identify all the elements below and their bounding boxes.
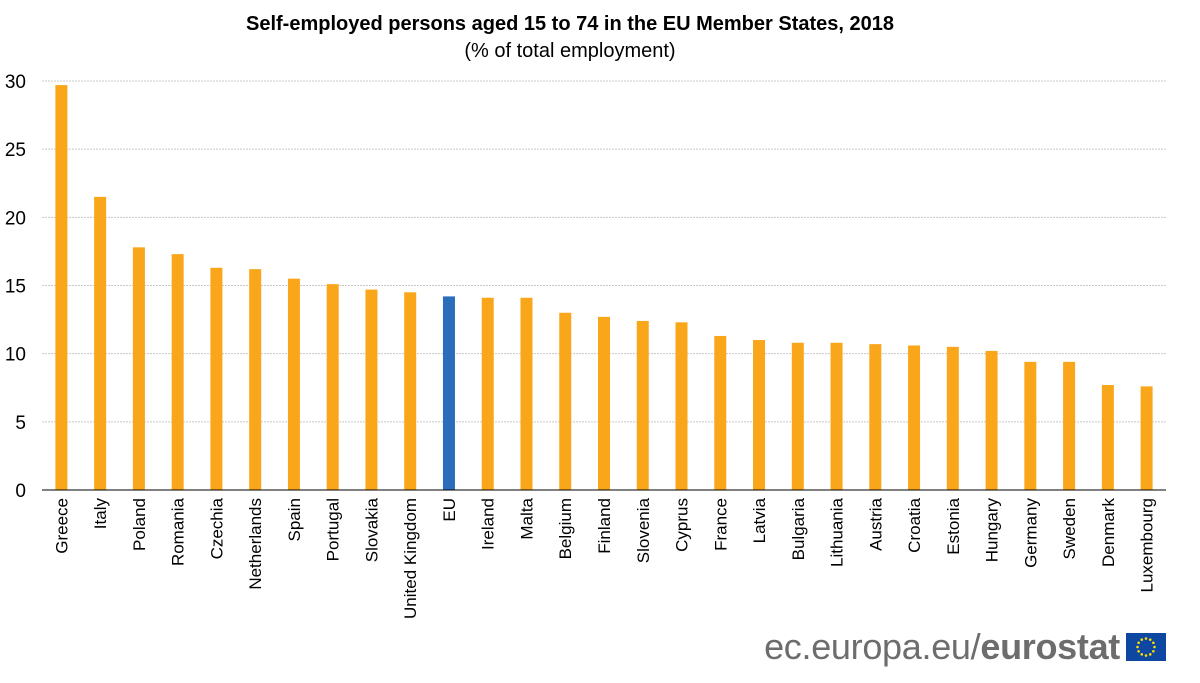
bar-hungary [985,350,998,490]
bar-estonia [946,346,959,490]
x-tick-label: Denmark [1099,498,1118,567]
logo-site: ec.europa.eu/ [764,626,981,667]
bar-netherlands [249,269,262,490]
flag-star-icon [1148,653,1152,656]
y-tick-label: 25 [5,140,26,161]
x-tick-label: Croatia [905,497,924,552]
x-tick-label: Romania [169,497,188,566]
x-tick-label: Slovenia [634,497,653,563]
x-tick-label: Luxembourg [1138,498,1157,593]
bar-malta [520,297,533,490]
bar-slovakia [365,289,378,490]
x-tick-label: Sweden [1060,498,1079,559]
x-tick-label: Belgium [556,498,575,559]
bar-belgium [559,312,572,490]
bar-poland [132,247,145,490]
bar-croatia [908,345,921,490]
flag-star-icon [1152,641,1155,645]
bar-bulgaria [791,342,804,490]
x-tick-label: Slovakia [362,497,381,562]
x-tick-label: Bulgaria [789,497,808,560]
bar-eu [442,296,455,490]
flag-star-icon [1136,645,1139,649]
flag-star-icon [1148,638,1152,641]
bar-austria [869,344,882,490]
x-tick-label: Czechia [207,497,226,559]
bar-germany [1024,361,1037,490]
bar-sweden [1063,361,1076,490]
chart-title: Self-employed persons aged 15 to 74 in t… [246,13,894,35]
eu-flag-icon [1126,633,1166,661]
y-tick-label: 0 [15,481,26,502]
flag-star-icon [1144,637,1148,640]
y-tick-label: 5 [15,413,26,434]
y-tick-label: 20 [5,208,26,229]
bar-lithuania [830,342,843,490]
bar-spain [287,278,300,490]
bar-portugal [326,284,339,490]
x-tick-label: Finland [595,498,614,554]
bar-slovenia [636,320,649,490]
eurostat-logo[interactable]: ec.europa.eu/eurostat [764,626,1166,668]
x-tick-label: Ireland [479,498,498,550]
flag-star-icon [1140,638,1144,641]
bar-luxembourg [1140,386,1153,490]
bar-czechia [210,267,223,490]
x-tick-label: France [711,498,730,551]
x-tick-label: Austria [866,497,885,550]
x-tick-label: Cyprus [673,498,692,552]
y-tick-label: 30 [5,72,26,93]
x-tick-label: Greece [52,498,71,554]
bar-ireland [481,297,494,490]
x-tick-label: Poland [130,498,149,551]
flag-star-icon [1153,645,1156,649]
flag-star-icon [1144,654,1148,657]
x-tick-label: Malta [517,497,536,539]
bar-italy [94,196,107,490]
flag-star-icon [1137,641,1140,645]
y-tick-label: 10 [5,345,26,366]
x-tick-label: Portugal [324,498,343,561]
flag-star-icon [1137,649,1140,653]
flag-star-icon [1152,649,1155,653]
bar-cyprus [675,322,688,490]
x-tick-label: EU [440,498,459,522]
bar-greece [55,85,68,490]
x-tick-label: United Kingdom [401,498,420,619]
x-tick-label: Germany [1021,498,1040,568]
x-tick-label: Italy [91,498,110,530]
bar-latvia [753,340,766,490]
bar-finland [598,316,610,490]
bar-united-kingdom [404,292,417,490]
bar-romania [171,254,184,490]
x-tick-label: Hungary [983,498,1002,563]
logo-brand: eurostat [980,626,1120,667]
flag-star-icon [1140,653,1144,656]
y-tick-label: 15 [5,277,26,298]
x-tick-label: Latvia [750,497,769,543]
x-tick-label: Netherlands [246,498,265,590]
chart-subtitle: (% of total employment) [464,40,676,62]
bar-denmark [1101,385,1114,490]
x-tick-label: Spain [285,498,304,541]
x-tick-label: Lithuania [828,497,847,567]
x-tick-label: Estonia [944,497,963,554]
bar-france [714,335,727,490]
